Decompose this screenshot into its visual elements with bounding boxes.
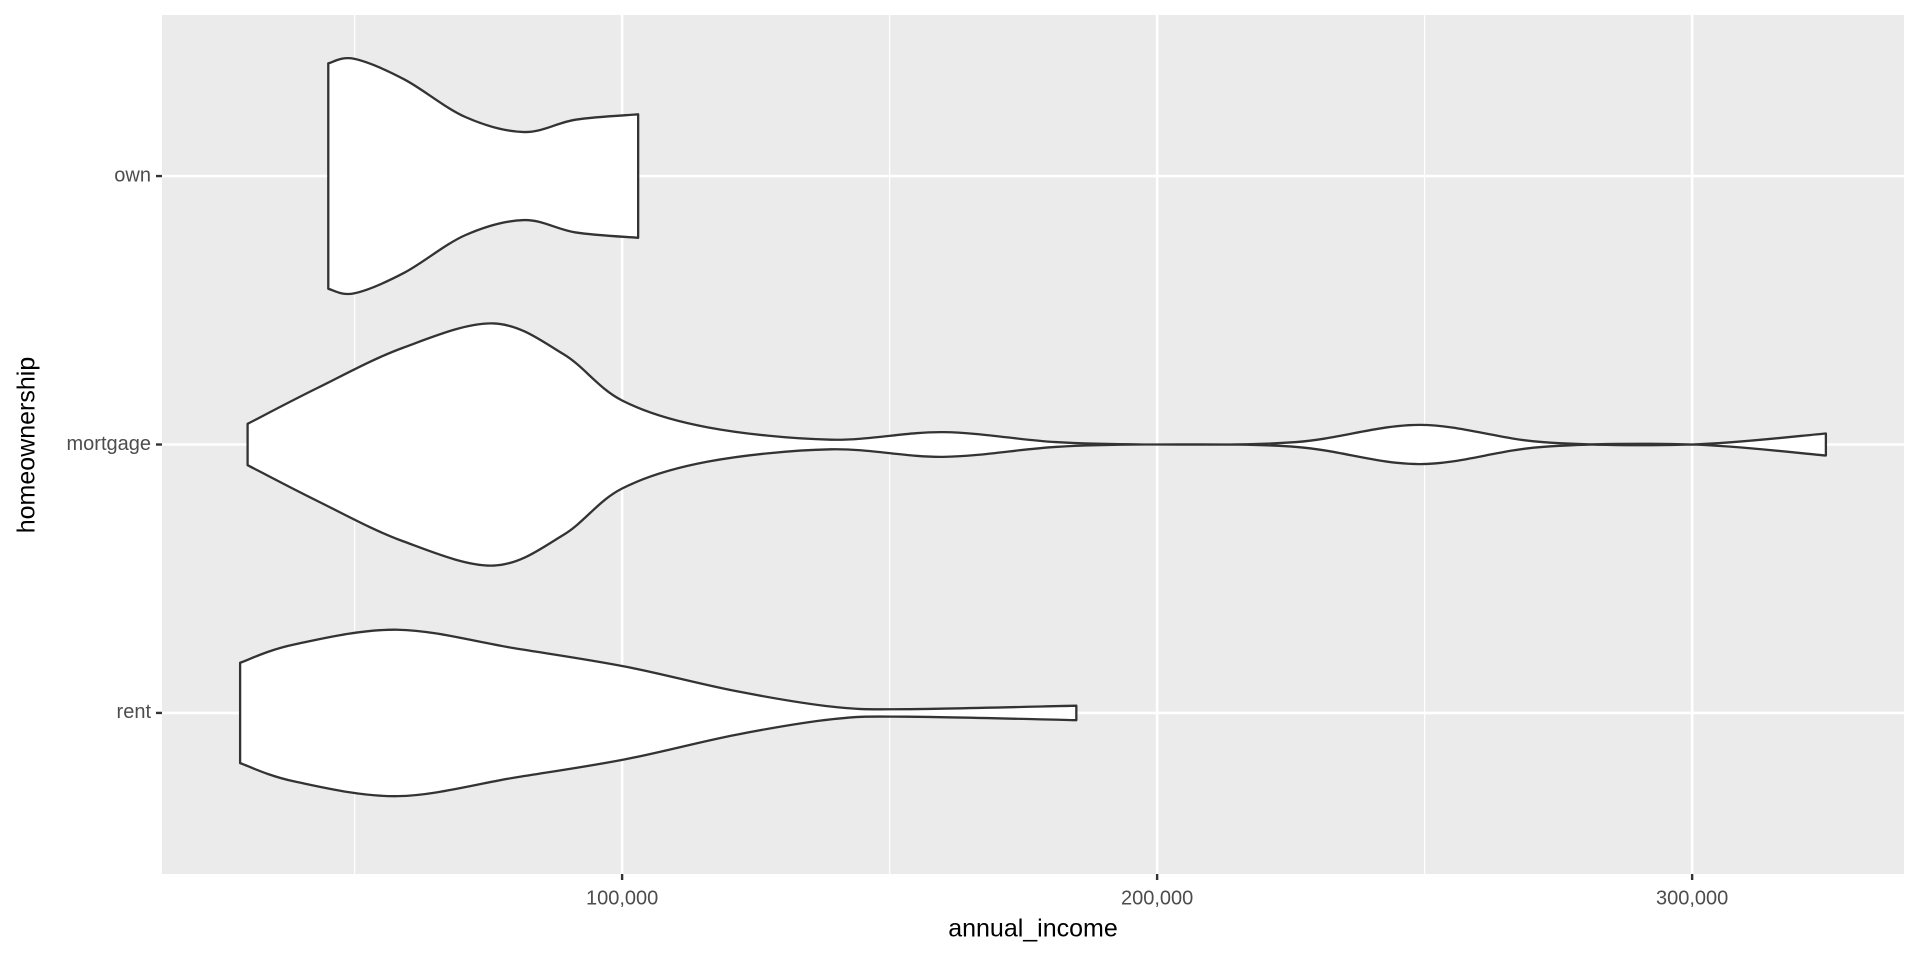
x-axis-title: annual_income (948, 915, 1118, 943)
x-tick-label: 200,000 (1121, 887, 1193, 909)
violin (327, 56, 640, 296)
violin (246, 322, 1828, 567)
y-tick-label: mortgage (67, 433, 152, 455)
x-tick-label: 300,000 (1656, 887, 1728, 909)
violin (238, 628, 1078, 798)
y-axis-title: homeownership (13, 357, 41, 534)
y-tick-label: rent (117, 701, 152, 723)
x-tick-label: 100,000 (586, 887, 658, 909)
y-tick-label: own (114, 164, 151, 186)
